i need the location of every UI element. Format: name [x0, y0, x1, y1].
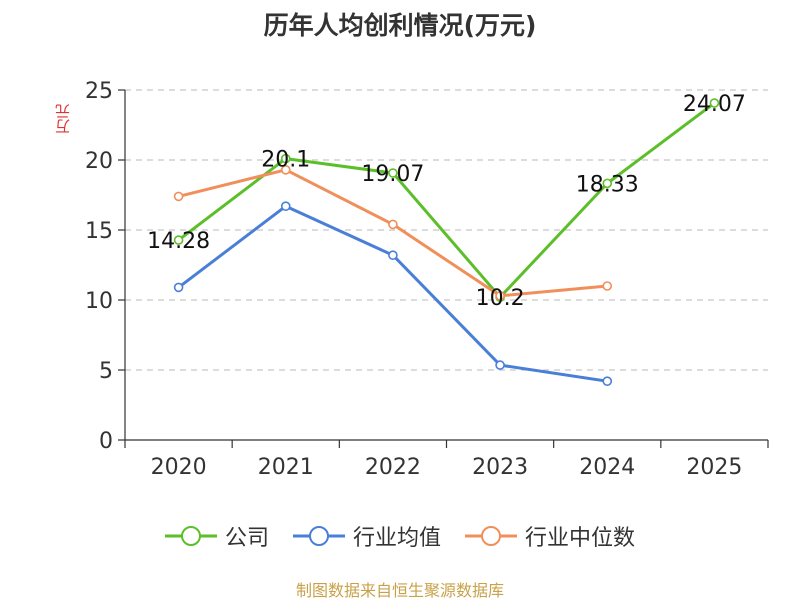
- data-point: [280, 201, 291, 211]
- data-label: 14.28: [147, 229, 210, 254]
- series-line-2: [178, 168, 608, 298]
- x-tick-label: 2025: [686, 455, 742, 480]
- legend-swatch: [164, 526, 217, 546]
- data-point: [495, 360, 505, 370]
- legend-item[interactable]: 公司: [164, 520, 269, 552]
- x-tick-label: 2020: [151, 455, 207, 480]
- data-point: [602, 376, 613, 387]
- series-line-1: [177, 204, 608, 383]
- series-line-0: [177, 101, 716, 299]
- legend-label: 行业中位数: [525, 526, 636, 551]
- y-tick-label: 25: [85, 79, 113, 104]
- data-label: 18.33: [576, 172, 639, 197]
- data-point: [388, 219, 398, 230]
- x-tick-label: 2021: [258, 455, 314, 480]
- legend-item[interactable]: 行业均值: [292, 520, 441, 552]
- data-point: [388, 168, 398, 178]
- data-point: [173, 282, 184, 293]
- data-point: [495, 290, 505, 301]
- data-point: [173, 235, 184, 245]
- x-tick-label: 2023: [472, 455, 528, 480]
- data-point: [173, 191, 184, 202]
- y-tick-label: 5: [99, 359, 113, 384]
- data-point: [280, 153, 291, 164]
- y-tick-label: 15: [85, 219, 113, 244]
- data-point: [709, 98, 720, 108]
- y-tick-label: 20: [85, 149, 113, 174]
- chart-title: 历年人均创利情况(万元): [263, 11, 537, 40]
- legend-label: 公司: [224, 526, 269, 551]
- data-label: 10.2: [476, 286, 525, 311]
- data-label: 20.1: [261, 148, 310, 173]
- x-tick-label: 2022: [365, 455, 421, 480]
- data-point: [602, 281, 613, 291]
- legend-swatch: [465, 526, 517, 546]
- source-footer: 制图数据来自恒生聚源数据库: [295, 581, 504, 600]
- legend-label: 行业均值: [352, 526, 441, 551]
- data-label: 24.07: [683, 92, 746, 117]
- y-tick-label: 10: [85, 289, 113, 314]
- data-point: [602, 178, 613, 189]
- legend-item[interactable]: 行业中位数: [465, 520, 635, 552]
- data-label: 19.07: [361, 162, 424, 187]
- legend-swatch: [292, 526, 345, 546]
- data-point: [388, 250, 398, 260]
- data-point: [280, 165, 291, 175]
- y-tick-label: 0: [99, 429, 113, 454]
- legend: 公司 行业均值 行业中位数: [0, 520, 800, 552]
- x-tick-label: 2024: [579, 455, 635, 480]
